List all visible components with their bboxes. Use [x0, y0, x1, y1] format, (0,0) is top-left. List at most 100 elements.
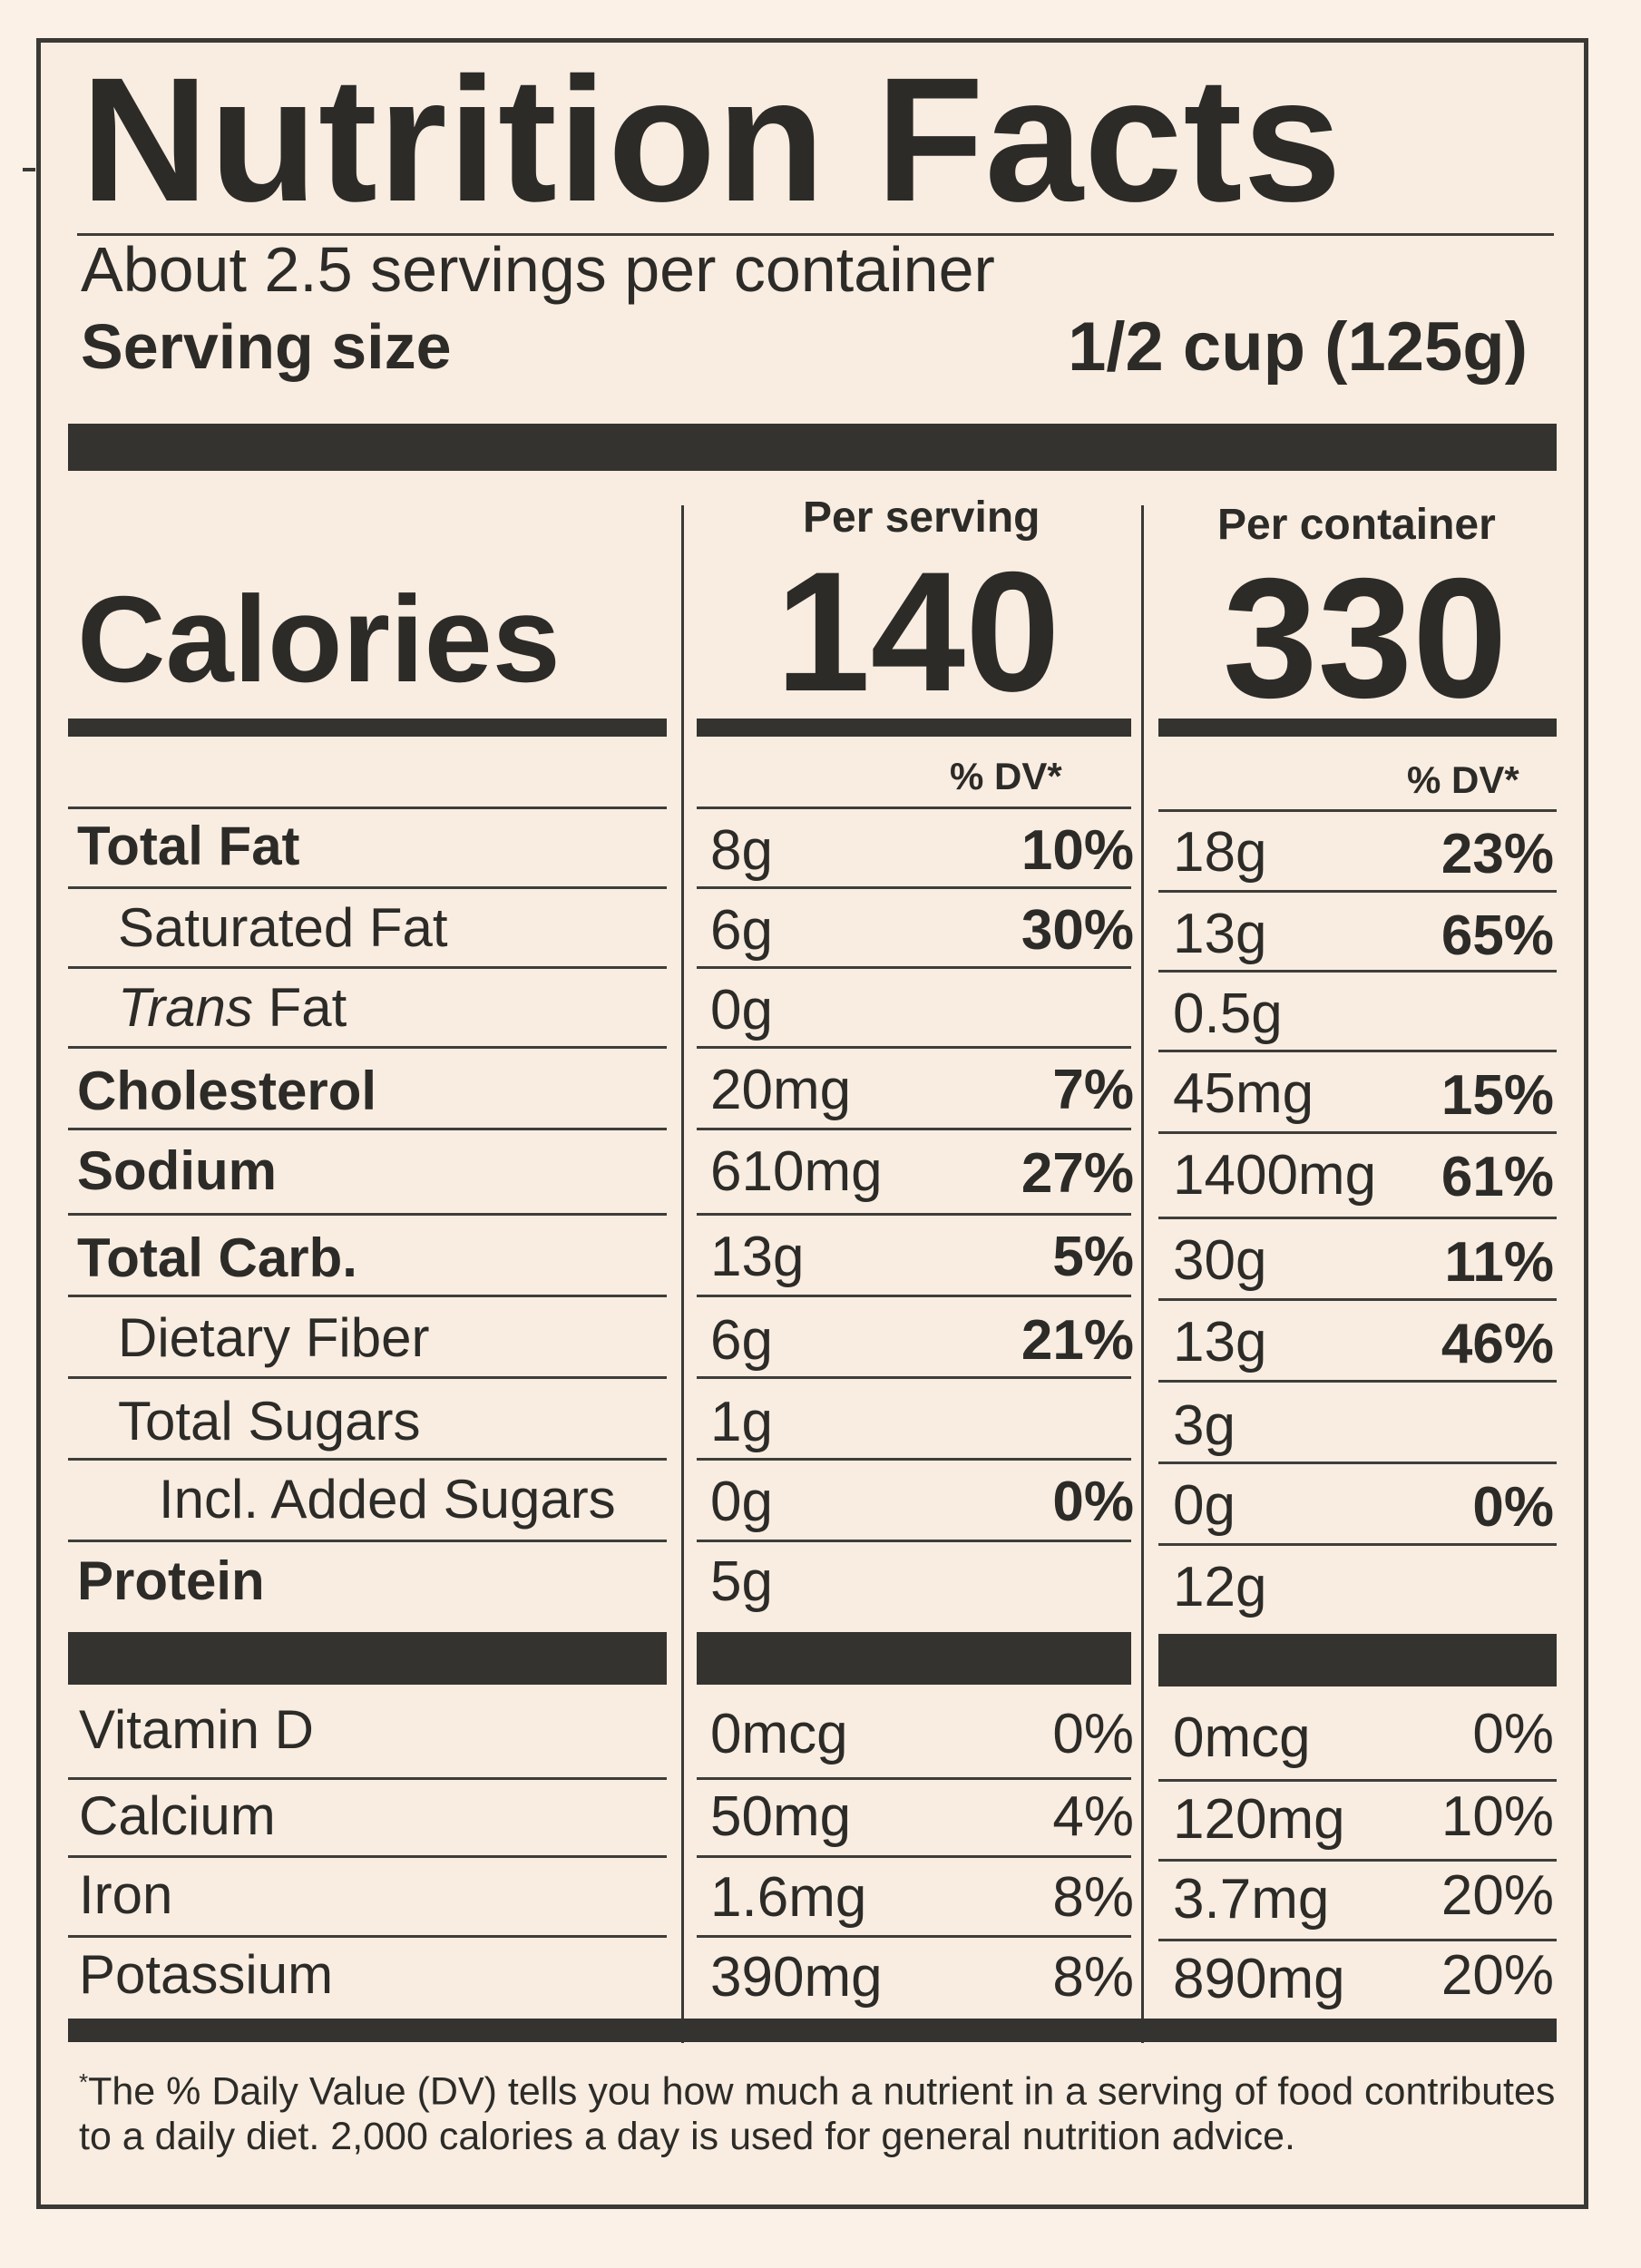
row-divider: [697, 1046, 1131, 1049]
trans-italic: Trans: [118, 977, 253, 1038]
row-divider: [68, 1213, 667, 1216]
serving-amount: 6g: [710, 1309, 773, 1372]
row-divider: [697, 1458, 1131, 1461]
nutrient-name: Incl. Added Sugars: [159, 1469, 616, 1530]
serving-size-value: 1/2 cup (125g): [1068, 308, 1528, 386]
vitamin-name: Calcium: [79, 1785, 276, 1846]
serving-dv: 0%: [1052, 1471, 1134, 1533]
container-dv: 61%: [1441, 1146, 1554, 1208]
serving-amount: 5g: [710, 1550, 773, 1613]
row-divider: [68, 1855, 667, 1858]
calories-bar-serving: [697, 719, 1131, 737]
serving-dv: 5%: [1052, 1226, 1134, 1288]
row-divider: [697, 1540, 1131, 1542]
nutrition-facts-panel: Nutrition Facts About 2.5 servings per c…: [36, 38, 1588, 2209]
dv-header-serving: % DV*: [950, 755, 1062, 797]
serving-dv: 21%: [1021, 1309, 1134, 1372]
container-dv: 65%: [1441, 904, 1554, 967]
trans-rest: Fat: [252, 977, 347, 1038]
row-divider: [68, 886, 667, 889]
serving-dv: 4%: [1052, 1785, 1134, 1848]
servings-per-container: About 2.5 servings per container: [81, 234, 995, 305]
row-divider: [1158, 1939, 1557, 1941]
row-divider: [697, 1855, 1131, 1858]
row-divider: [697, 1935, 1131, 1938]
container-amount: 0.5g: [1173, 982, 1283, 1045]
calories-bar-name: [68, 719, 667, 737]
container-amount: 13g: [1173, 1311, 1267, 1374]
serving-amount: 13g: [710, 1226, 805, 1288]
container-amount: 45mg: [1173, 1062, 1314, 1125]
vitamin-name: Vitamin D: [79, 1699, 314, 1760]
calories-label: Calories: [77, 571, 561, 708]
vitamin-name: Iron: [79, 1864, 173, 1925]
calories-bar-container: [1158, 719, 1557, 737]
row-divider: [697, 1213, 1131, 1216]
row-divider: [697, 1777, 1131, 1780]
nutrient-name: Total Fat: [77, 816, 300, 876]
container-amount: 0g: [1173, 1474, 1236, 1537]
row-divider: [1158, 1543, 1557, 1546]
row-divider: [1158, 1380, 1557, 1383]
row-divider: [68, 1046, 667, 1049]
row-divider: [68, 1540, 667, 1542]
container-amount: 3g: [1173, 1394, 1236, 1457]
row-divider: [68, 1295, 667, 1297]
nutrient-name: Saturated Fat: [118, 897, 448, 958]
container-dv: 0%: [1472, 1476, 1554, 1539]
title-rule: [77, 233, 1554, 236]
serving-dv: 8%: [1052, 1946, 1134, 2009]
row-divider: [1158, 1131, 1557, 1134]
serving-dv: 30%: [1021, 899, 1134, 962]
container-dv: 20%: [1441, 1864, 1554, 1927]
serving-dv: 8%: [1052, 1866, 1134, 1929]
nutrient-name: Dietary Fiber: [118, 1307, 430, 1368]
container-dv: 46%: [1441, 1313, 1554, 1375]
dv-header-container: % DV*: [1407, 758, 1519, 801]
serving-amount: 8g: [710, 819, 773, 882]
nutrient-name-trans-fat: Trans Fat: [118, 981, 347, 1035]
row-divider: [1158, 1779, 1557, 1782]
container-amount: 18g: [1173, 821, 1267, 884]
thick-bar-bottom: [68, 2019, 1557, 2042]
column-divider-2: [1141, 505, 1144, 2043]
calories-per-serving: 140: [776, 536, 1060, 727]
container-amount: 12g: [1173, 1556, 1267, 1618]
container-dv: 23%: [1441, 823, 1554, 885]
nutrient-name: Total Carb.: [77, 1227, 357, 1288]
per-container-header: Per container: [1217, 501, 1496, 549]
row-divider: [68, 1376, 667, 1379]
footnote: *The % Daily Value (DV) tells you how mu…: [79, 2059, 1567, 2159]
row-divider: [1158, 809, 1557, 812]
vitamin-name: Potassium: [79, 1944, 334, 2005]
container-dv: 20%: [1441, 1944, 1554, 2007]
container-amount: 30g: [1173, 1229, 1267, 1292]
container-amount: 890mg: [1173, 1948, 1345, 2010]
row-divider: [68, 966, 667, 969]
container-amount: 0mcg: [1173, 1706, 1311, 1769]
row-divider: [68, 1458, 667, 1461]
serving-amount: 50mg: [710, 1785, 852, 1848]
serving-amount: 0mcg: [710, 1703, 848, 1765]
serving-amount: 6g: [710, 899, 773, 962]
row-divider: [1158, 1217, 1557, 1219]
per-serving-header: Per serving: [803, 494, 1040, 542]
row-divider: [1158, 1050, 1557, 1052]
row-divider: [68, 1128, 667, 1130]
row-divider: [1158, 1859, 1557, 1862]
serving-amount: 20mg: [710, 1059, 852, 1121]
row-divider: [697, 1128, 1131, 1130]
serving-amount: 0g: [710, 979, 773, 1041]
thick-bar-vitamins-container: [1158, 1634, 1557, 1686]
row-divider: [68, 1935, 667, 1938]
row-divider: [1158, 890, 1557, 893]
row-divider: [68, 807, 667, 809]
row-divider: [1158, 970, 1557, 973]
container-amount: 120mg: [1173, 1788, 1345, 1851]
serving-dv: 27%: [1021, 1142, 1134, 1205]
row-divider: [697, 966, 1131, 969]
edge-mark: [23, 168, 35, 171]
container-amount: 3.7mg: [1173, 1868, 1330, 1931]
nutrient-name: Protein: [77, 1550, 265, 1611]
row-divider: [697, 1376, 1131, 1379]
